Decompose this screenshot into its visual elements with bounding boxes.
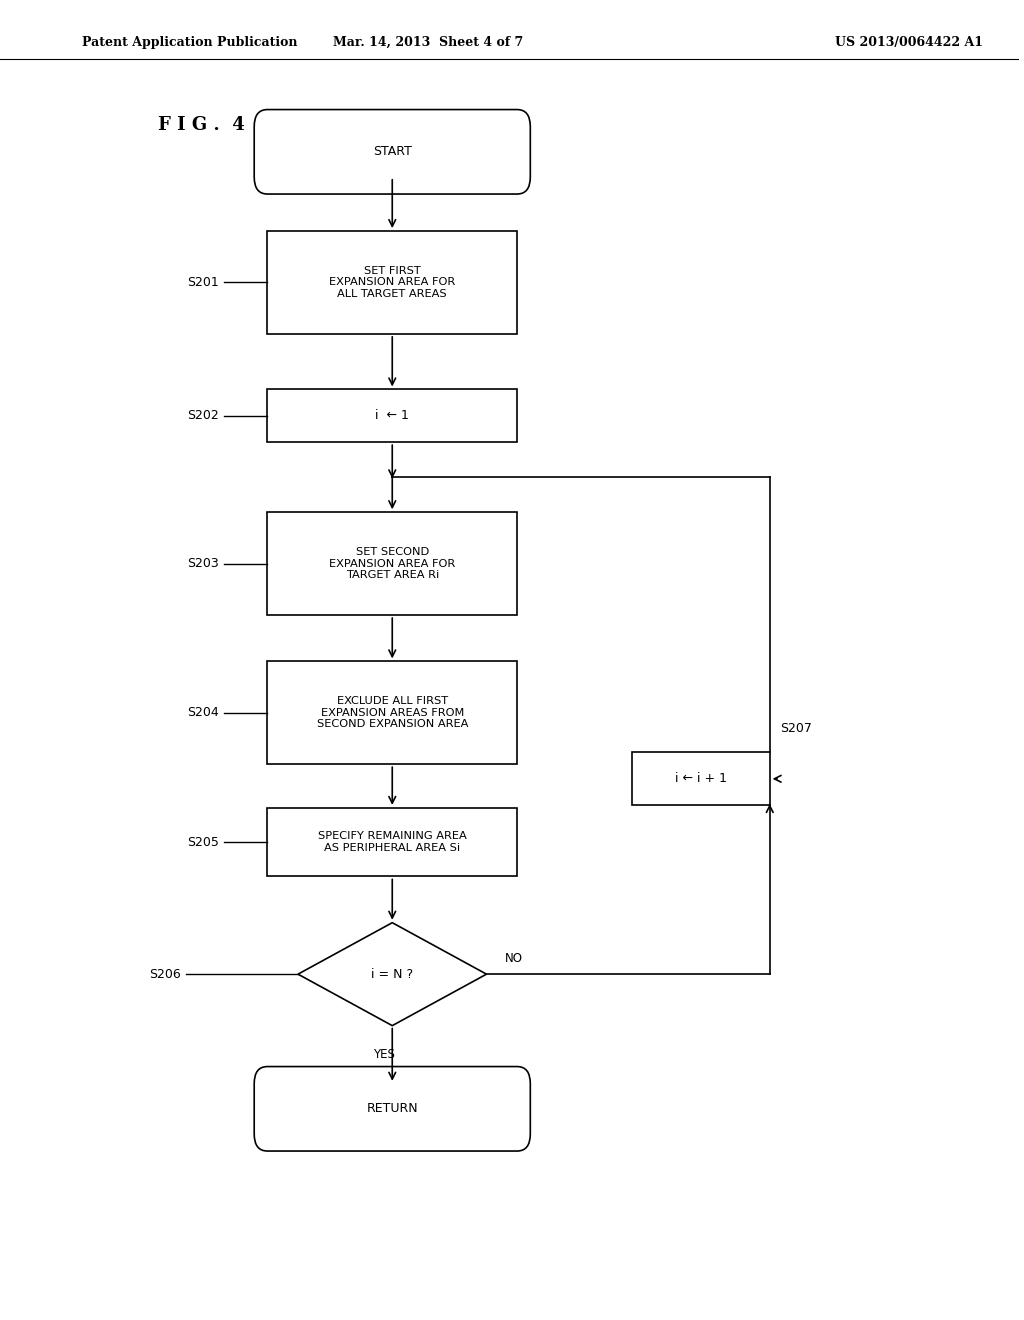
Text: S204: S204 [187,706,219,719]
Text: i  ← 1: i ← 1 [376,409,410,422]
Text: S207: S207 [780,722,812,735]
Text: i ← i + 1: i ← i + 1 [675,772,727,785]
Text: S202: S202 [187,409,219,422]
Text: S201: S201 [187,276,219,289]
Text: i = N ?: i = N ? [371,968,414,981]
FancyBboxPatch shape [254,1067,530,1151]
Text: US 2013/0064422 A1: US 2013/0064422 A1 [836,36,983,49]
FancyBboxPatch shape [254,110,530,194]
Text: S203: S203 [187,557,219,570]
Text: S206: S206 [150,968,181,981]
Text: Mar. 14, 2013  Sheet 4 of 7: Mar. 14, 2013 Sheet 4 of 7 [333,36,523,49]
Bar [632,752,770,805]
Polygon shape [298,923,486,1026]
Text: START: START [373,145,412,158]
Bar [267,512,517,615]
Text: EXCLUDE ALL FIRST
EXPANSION AREAS FROM
SECOND EXPANSION AREA: EXCLUDE ALL FIRST EXPANSION AREAS FROM S… [316,696,468,730]
Text: F I G .  4: F I G . 4 [158,116,245,135]
Text: SET FIRST
EXPANSION AREA FOR
ALL TARGET AREAS: SET FIRST EXPANSION AREA FOR ALL TARGET … [329,265,456,300]
Text: Patent Application Publication: Patent Application Publication [82,36,297,49]
Text: RETURN: RETURN [367,1102,418,1115]
Bar [267,661,517,764]
Text: SPECIFY REMAINING AREA
AS PERIPHERAL AREA Si: SPECIFY REMAINING AREA AS PERIPHERAL ARE… [317,832,467,853]
Text: NO: NO [505,952,523,965]
Text: SET SECOND
EXPANSION AREA FOR
TARGET AREA Ri: SET SECOND EXPANSION AREA FOR TARGET ARE… [329,546,456,581]
Text: YES: YES [373,1048,395,1061]
Text: S205: S205 [187,836,219,849]
Bar [267,389,517,442]
Bar [267,231,517,334]
Bar [267,808,517,876]
